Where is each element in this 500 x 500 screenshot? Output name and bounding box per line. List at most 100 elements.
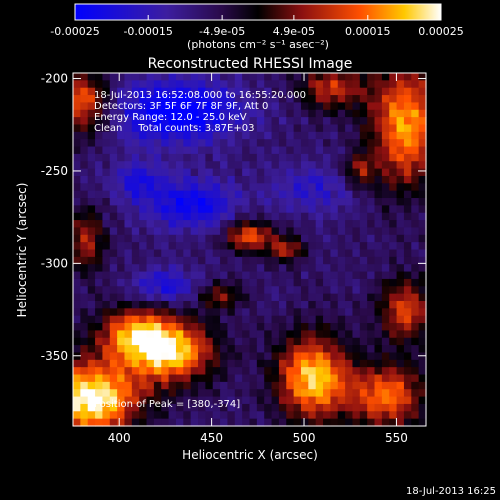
heatmap-cell	[381, 80, 390, 89]
heatmap-cell	[389, 205, 398, 214]
y-axis-label: Heliocentric Y (arcsec)	[15, 183, 29, 318]
heatmap-cell	[146, 359, 155, 368]
heatmap-cell	[139, 161, 148, 170]
heatmap-cell	[117, 337, 126, 346]
axis-ticks: 400 450 500 550-200-250-300-350	[41, 72, 426, 445]
heatmap-cell	[87, 205, 96, 214]
heatmap-cell	[198, 190, 206, 199]
heatmap-cell	[308, 95, 317, 104]
heatmap-cell	[183, 161, 192, 170]
heatmap-cell	[227, 175, 236, 184]
heatmap-cell	[396, 418, 405, 427]
heatmap-cell	[293, 198, 302, 206]
heatmap-cell	[227, 278, 236, 287]
heatmap-cell	[381, 212, 390, 221]
heatmap-cell	[220, 124, 229, 133]
heatmap-cell	[381, 396, 390, 405]
heatmap-cell	[396, 271, 405, 280]
heatmap-cell	[234, 109, 243, 118]
heatmap-cell	[175, 87, 184, 96]
heatmap-cell	[396, 374, 405, 383]
heatmap-cell	[286, 300, 295, 309]
heatmap-cell	[161, 205, 170, 214]
heatmap-cell	[102, 352, 111, 361]
heatmap-cell	[80, 389, 89, 398]
heatmap-cell	[403, 389, 412, 398]
heatmap-cell	[264, 205, 273, 214]
heatmap-cell	[330, 271, 339, 280]
heatmap-cell	[359, 102, 368, 111]
heatmap-cell	[190, 286, 199, 295]
heatmap-cell	[330, 205, 339, 214]
heatmap-cell	[117, 73, 126, 81]
heatmap-cell	[168, 80, 177, 89]
heatmap-cell	[131, 396, 140, 405]
heatmap-cell	[139, 352, 148, 361]
heatmap-cell	[95, 131, 104, 140]
heatmap-cell	[278, 139, 287, 148]
heatmap-cell	[271, 161, 280, 170]
heatmap-cell	[330, 330, 339, 339]
heatmap-cell	[278, 315, 287, 324]
heatmap-cell	[286, 234, 295, 243]
heatmap-cell	[381, 403, 390, 412]
heatmap-cell	[389, 359, 398, 368]
heatmap-cell	[278, 396, 287, 405]
heatmap-cell	[95, 183, 104, 192]
heatmap-cell	[308, 227, 317, 236]
heatmap-cell	[87, 131, 96, 140]
heatmap-cell	[293, 403, 302, 412]
heatmap-cell	[124, 117, 133, 126]
heatmap-cell	[146, 249, 155, 258]
heatmap-cell	[102, 139, 111, 148]
heatmap-cell	[227, 205, 236, 214]
heatmap-cell	[256, 109, 265, 118]
heatmap-cell	[249, 109, 258, 118]
heatmap-cell	[124, 286, 133, 295]
heatmap-cell	[359, 381, 368, 390]
heatmap-cell	[249, 359, 258, 368]
heatmap-cell	[175, 418, 184, 427]
heatmap-cell	[278, 109, 287, 118]
heatmap-cell	[381, 242, 390, 251]
heatmap-cell	[234, 337, 243, 346]
heatmap-cell	[374, 124, 383, 133]
heatmap-cell	[139, 278, 148, 287]
heatmap-cell	[117, 80, 126, 89]
heatmap-cell	[220, 271, 229, 280]
heatmap-cell	[367, 242, 376, 251]
heatmap-cell	[286, 403, 295, 412]
heatmap-cell	[249, 175, 258, 184]
heatmap-cell	[256, 315, 265, 324]
heatmap-cell	[153, 359, 162, 368]
heatmap-cell	[227, 418, 236, 427]
heatmap-cell	[374, 175, 383, 184]
heatmap-cell	[345, 411, 354, 420]
heatmap-cell	[183, 271, 192, 280]
heatmap-cell	[102, 102, 111, 111]
heatmap-cell	[95, 87, 104, 96]
heatmap-cell	[190, 117, 199, 126]
heatmap-cell	[95, 139, 104, 148]
heatmap-cell	[146, 212, 155, 221]
heatmap-cell	[286, 337, 295, 346]
heatmap-cell	[87, 374, 96, 383]
heatmap-cell	[403, 337, 412, 346]
heatmap-cell	[227, 359, 236, 368]
heatmap-cell	[234, 381, 243, 390]
heatmap-cell	[323, 102, 331, 111]
heatmap-cell	[124, 256, 133, 265]
heatmap-cell	[220, 374, 229, 383]
heatmap-cell	[367, 403, 376, 412]
heatmap-cell	[234, 300, 243, 309]
heatmap-cell	[117, 139, 126, 148]
heatmap-cell	[367, 278, 376, 287]
heatmap-cell	[161, 286, 170, 295]
heatmap-cell	[131, 205, 140, 214]
heatmap-cell	[80, 161, 89, 170]
heatmap-cell	[264, 198, 273, 206]
heatmap-cell	[161, 242, 170, 251]
heatmap-cell	[278, 286, 287, 295]
heatmap-cell	[330, 87, 339, 96]
heatmap-cell	[278, 323, 287, 331]
